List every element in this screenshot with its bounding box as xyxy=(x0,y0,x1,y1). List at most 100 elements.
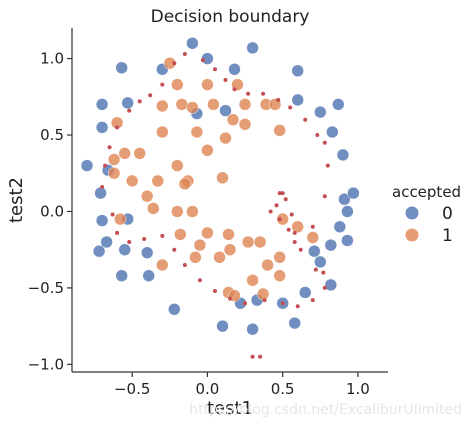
scatter-point-accepted-0 xyxy=(332,98,345,111)
y-tick-label: −1.0 xyxy=(28,355,64,373)
scatter-point-accepted-1 xyxy=(147,202,160,215)
boundary-point xyxy=(250,354,255,359)
scatter-point-accepted-1 xyxy=(207,98,220,111)
boundary-point xyxy=(228,296,232,301)
scatter-point-accepted-0 xyxy=(95,214,109,227)
boundary-point xyxy=(292,230,297,235)
scatter-point-accepted-0 xyxy=(121,96,134,110)
boundary-point xyxy=(200,58,205,63)
boundary-point xyxy=(246,91,251,96)
boundary-point xyxy=(232,87,237,92)
scatter-point-accepted-1 xyxy=(140,189,154,203)
scatter-point-accepted-1 xyxy=(189,251,202,264)
boundary-point xyxy=(148,93,153,98)
scatter-point-accepted-1 xyxy=(238,118,252,131)
boundary-point xyxy=(243,301,247,306)
scatter-point-accepted-0 xyxy=(291,64,304,78)
scatter-point-accepted-0 xyxy=(326,125,339,139)
scatter-point-accepted-1 xyxy=(246,274,259,287)
scatter-point-accepted-0 xyxy=(95,98,109,111)
scatter-point-accepted-1 xyxy=(175,98,189,111)
y-tick-label: 1.0 xyxy=(40,50,64,68)
scatter-point-accepted-1 xyxy=(256,287,270,301)
scatter-point-accepted-1 xyxy=(223,243,237,256)
scatter-point-accepted-1 xyxy=(186,205,199,218)
boundary-point xyxy=(288,105,293,110)
legend-label-0: 0 xyxy=(442,204,453,224)
boundary-point xyxy=(107,145,112,150)
scatter-point-accepted-1 xyxy=(133,147,146,160)
boundary-point xyxy=(213,289,217,293)
scatter-point-accepted-1 xyxy=(306,231,320,244)
scatter-point-accepted-1 xyxy=(226,113,240,126)
scatter-point-accepted-1 xyxy=(213,251,226,264)
scatter-point-accepted-0 xyxy=(115,269,128,282)
boundary-point xyxy=(172,61,177,66)
boundary-point xyxy=(261,91,266,96)
legend-marker-1 xyxy=(405,228,419,242)
boundary-point xyxy=(313,267,318,272)
x-axis-label: test1 xyxy=(207,398,253,419)
scatter-point-accepted-0 xyxy=(308,244,321,258)
boundary-point xyxy=(289,212,294,217)
boundary-point xyxy=(321,270,326,275)
boundary-point xyxy=(213,67,217,72)
boundary-point xyxy=(160,233,165,238)
scatter-point-accepted-0 xyxy=(314,255,327,269)
boundary-point xyxy=(277,191,282,196)
scatter-point-accepted-0 xyxy=(95,121,109,134)
scatter-point-accepted-1 xyxy=(156,258,169,272)
boundary-point xyxy=(292,240,297,244)
boundary-point xyxy=(298,247,303,252)
scatter-point-accepted-1 xyxy=(273,269,286,282)
scatter-point-accepted-1 xyxy=(107,166,121,180)
scatter-point-accepted-0 xyxy=(100,235,113,249)
scatter-point-accepted-1 xyxy=(174,228,187,241)
y-axis-label: test2 xyxy=(6,177,27,223)
boundary-point xyxy=(274,203,279,208)
scatter-point-accepted-0 xyxy=(228,63,241,76)
scatter-point-accepted-1 xyxy=(125,174,139,188)
boundary-point xyxy=(115,230,120,235)
boundary-point xyxy=(283,197,288,202)
boundary-point xyxy=(137,99,142,104)
scatter-point-accepted-1 xyxy=(276,212,289,226)
scatter-point-accepted-0 xyxy=(118,243,131,256)
scatter-point-accepted-1 xyxy=(219,131,232,145)
boundary-point xyxy=(258,354,263,359)
boundary-point xyxy=(115,125,120,130)
x-tick-label: 0.5 xyxy=(271,380,295,398)
boundary-point xyxy=(303,117,308,122)
scatter-point-accepted-0 xyxy=(341,205,354,218)
scatter-point-accepted-1 xyxy=(261,258,274,272)
scatter-point-accepted-1 xyxy=(186,101,199,114)
boundary-point xyxy=(127,108,132,113)
scatter-point-accepted-0 xyxy=(288,316,301,330)
scatter-point-accepted-0 xyxy=(94,186,107,200)
chart-title: Decision boundary xyxy=(151,7,310,27)
scatter-point-accepted-1 xyxy=(201,144,214,157)
scatter-point-accepted-0 xyxy=(219,104,232,117)
boundary-point xyxy=(322,194,327,199)
boundary-point xyxy=(322,285,327,290)
scatter-point-accepted-1 xyxy=(193,238,207,252)
boundary-point xyxy=(322,140,327,145)
x-ticks: −0.5 0.0 0.5 1.0 xyxy=(114,372,370,398)
scatter-point-accepted-0 xyxy=(246,41,259,55)
scatter-point-accepted-1 xyxy=(238,98,252,111)
scatter-point-accepted-0 xyxy=(324,278,338,292)
boundary-point xyxy=(262,298,267,303)
scatter-point-accepted-1 xyxy=(151,174,165,188)
watermark: https://blog.csdn.net/ExcaliburUlimited xyxy=(189,402,462,418)
scatter-point-accepted-0 xyxy=(186,37,199,50)
y-tick-label: 0.5 xyxy=(40,126,64,144)
scatter-points xyxy=(80,37,360,359)
scatter-point-accepted-1 xyxy=(107,153,121,166)
scatter-point-accepted-0 xyxy=(216,319,229,333)
scatter-point-accepted-0 xyxy=(201,52,214,65)
boundary-point xyxy=(182,52,187,56)
x-tick-label: 0.0 xyxy=(195,380,219,398)
scatter-point-accepted-0 xyxy=(347,186,360,200)
legend-marker-0 xyxy=(405,206,419,220)
